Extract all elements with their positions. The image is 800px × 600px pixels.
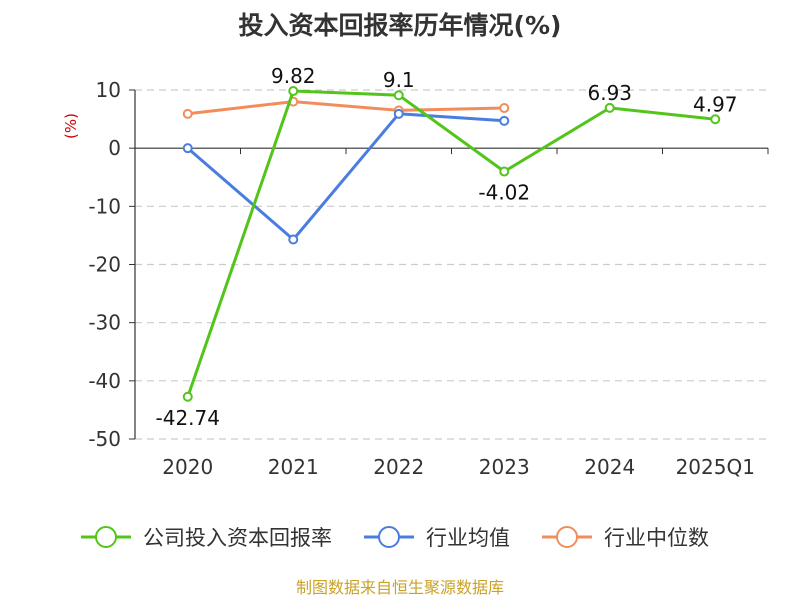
x-tick-label-4: 2024 (584, 455, 635, 479)
source-footnote: 制图数据来自恒生聚源数据库 (296, 578, 504, 597)
axis-layer: 10 0 -10 -20 -30 -40 -50 2020 2021 2022 2023 2024 20… (88, 78, 769, 479)
y-tick-label-2: -10 (88, 194, 121, 218)
legend-marker-1 (378, 526, 400, 548)
y-tick-label-4: -30 (88, 311, 121, 335)
data-label-0: -42.74 (156, 406, 220, 430)
grid-layer (135, 89, 768, 440)
data-label-1: 9.82 (271, 64, 316, 88)
data-label-4: 6.93 (587, 81, 632, 105)
series-1-point-1 (288, 234, 299, 245)
series-line-0 (186, 89, 716, 398)
y-tick-label-3: -20 (88, 253, 121, 277)
data-label-layer: -42.74 9.82 9.1 -4.02 6.93 4.97 (156, 64, 738, 430)
y-tick-label-0: 10 (96, 78, 121, 102)
x-tick-label-0: 2020 (162, 455, 213, 479)
data-label-3: -4.02 (478, 181, 530, 205)
x-tick-label-2: 2022 (373, 455, 424, 479)
series-2-point-0 (182, 108, 193, 119)
series-0-point-5 (710, 114, 721, 125)
legend-label-2: 行业中位数 (604, 526, 709, 550)
series-0-point-1 (288, 86, 299, 97)
series-1-point-0 (182, 143, 193, 154)
series-0-point-2 (393, 90, 404, 101)
series-0-point-4 (604, 102, 615, 113)
legend-item-2: 行业中位数 (542, 526, 709, 550)
y-tick-label-1: 0 (108, 136, 121, 160)
legend-label-0: 公司投入资本回报率 (143, 526, 332, 550)
y-tick-label-5: -40 (88, 369, 121, 393)
series-layer (182, 86, 721, 402)
legend-item-0: 公司投入资本回报率 (81, 526, 332, 550)
legend: 公司投入资本回报率 行业均值 行业中位数 (81, 526, 709, 550)
series-1-point-2 (393, 108, 404, 119)
x-tick-label-3: 2023 (479, 455, 530, 479)
series-1-point-3 (499, 115, 510, 126)
y-axis-unit-label: (%) (62, 113, 80, 139)
legend-label-1: 行业均值 (426, 526, 510, 550)
y-tick-label-6: -50 (88, 427, 121, 451)
legend-item-1: 行业均值 (364, 526, 510, 550)
series-0-point-0 (182, 391, 193, 402)
chart-title: 投入资本回报率历年情况(%) (239, 11, 562, 40)
series-line-1 (186, 112, 505, 241)
series-0-point-3 (499, 166, 510, 177)
x-tick-label-1: 2021 (268, 455, 319, 479)
series-line-2 (187, 100, 505, 116)
legend-marker-0 (95, 526, 117, 548)
legend-marker-2 (556, 526, 578, 548)
series-2-point-3 (499, 103, 510, 114)
x-tick-label-5: 2025Q1 (676, 455, 755, 479)
data-label-5: 4.97 (693, 92, 738, 116)
data-label-2: 9.1 (383, 68, 415, 92)
